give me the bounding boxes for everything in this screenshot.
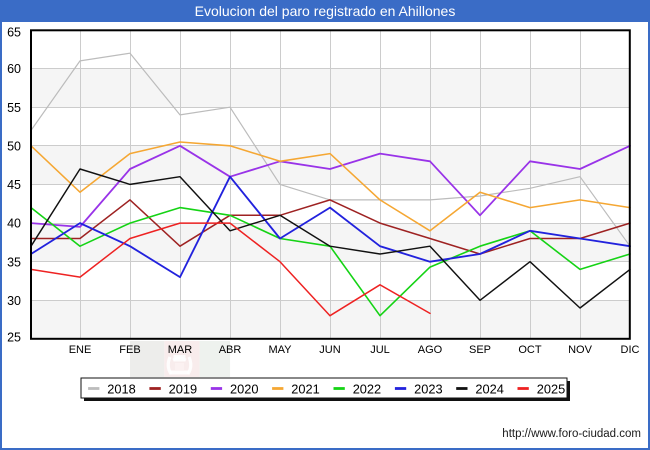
svg-text:ABR: ABR — [219, 344, 242, 356]
svg-text:40: 40 — [7, 217, 21, 231]
svg-text:NOV: NOV — [568, 344, 593, 356]
svg-text:2023: 2023 — [414, 382, 442, 397]
svg-text:MAR: MAR — [168, 344, 193, 356]
svg-text:2018: 2018 — [107, 382, 135, 397]
svg-text:60: 60 — [7, 62, 21, 76]
svg-text:35: 35 — [7, 255, 21, 269]
svg-text:55: 55 — [7, 101, 21, 115]
svg-text:FEB: FEB — [119, 344, 140, 356]
svg-text:30: 30 — [7, 294, 21, 308]
svg-text:OCT: OCT — [518, 344, 542, 356]
svg-text:45: 45 — [7, 178, 21, 192]
svg-text:2022: 2022 — [353, 382, 381, 397]
svg-text:2019: 2019 — [169, 382, 197, 397]
svg-text:http://www.foro-ciudad.com: http://www.foro-ciudad.com — [502, 428, 641, 440]
svg-text:SEP: SEP — [469, 344, 491, 356]
svg-text:65: 65 — [7, 25, 21, 39]
svg-text:MAY: MAY — [268, 344, 292, 356]
svg-text:2024: 2024 — [475, 382, 503, 397]
svg-text:25: 25 — [7, 331, 21, 345]
svg-text:DIC: DIC — [621, 344, 640, 356]
svg-text:JUN: JUN — [319, 344, 340, 356]
svg-text:2021: 2021 — [291, 382, 319, 397]
svg-text:50: 50 — [7, 139, 21, 153]
svg-text:2025: 2025 — [537, 382, 565, 397]
svg-text:ENE: ENE — [69, 344, 92, 356]
svg-text:AGO: AGO — [418, 344, 443, 356]
svg-text:JUL: JUL — [370, 344, 390, 356]
svg-text:2020: 2020 — [230, 382, 258, 397]
